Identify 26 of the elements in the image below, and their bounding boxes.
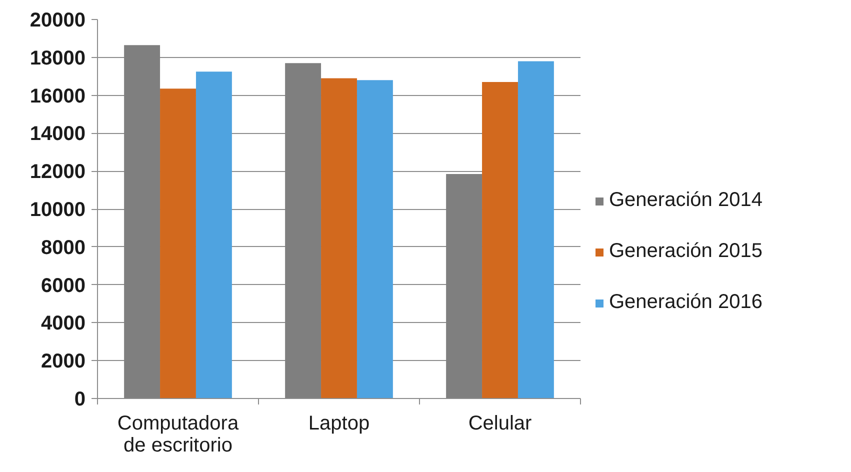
- bar: [356, 80, 393, 398]
- y-tick-label: 6000: [41, 274, 86, 297]
- y-tick-label: 8000: [41, 236, 86, 259]
- bar: [518, 61, 554, 398]
- bar: [285, 63, 322, 398]
- bar: [446, 174, 482, 398]
- y-tick-label: 0: [74, 388, 86, 410]
- x-tick-label: Celular: [468, 412, 532, 434]
- y-tick-label: 20000: [30, 10, 86, 32]
- bar: [160, 88, 196, 398]
- x-tick-label: Computadora de escritorio: [117, 412, 240, 456]
- y-tick-label: 4000: [41, 312, 86, 335]
- y-tick-label: 18000: [30, 47, 86, 70]
- legend-label: Generación 2015: [609, 240, 762, 263]
- legend-label: Generación 2016: [609, 291, 762, 314]
- y-tick-label: 12000: [30, 161, 86, 184]
- bar: [321, 78, 357, 398]
- y-tick-label: 10000: [30, 199, 86, 221]
- y-tick-label: 14000: [30, 123, 86, 146]
- y-tick-label: 2000: [41, 350, 86, 373]
- y-tick-label: 16000: [30, 85, 86, 108]
- bar: [482, 82, 518, 398]
- legend-label: Generación 2014: [609, 189, 762, 212]
- bar: [124, 45, 160, 398]
- x-tick-label: Laptop: [308, 412, 370, 434]
- bar: [196, 72, 232, 398]
